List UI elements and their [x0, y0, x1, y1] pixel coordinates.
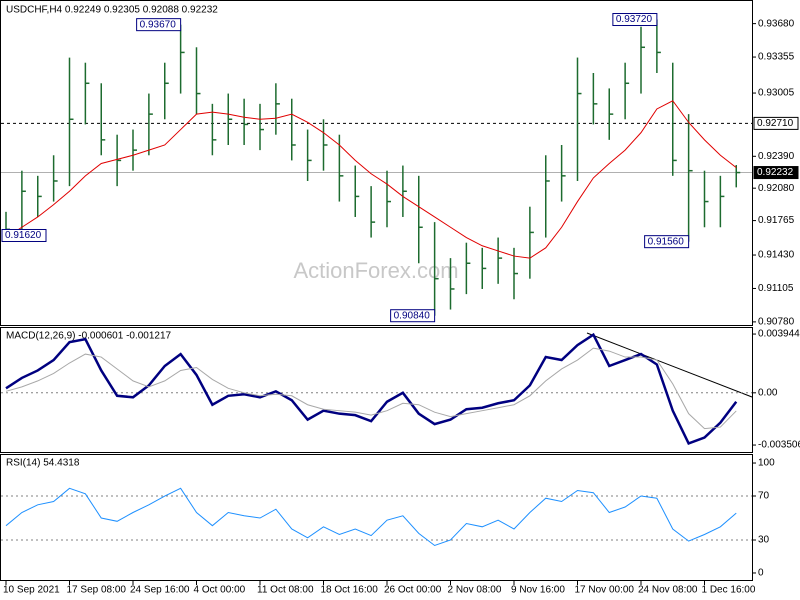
- y-tick-label: 70: [758, 491, 770, 502]
- y-tick-label: 100: [758, 458, 775, 469]
- x-tick-label: 4 Oct 00:00: [194, 585, 246, 596]
- y-tick-label: 0.003944: [758, 329, 800, 340]
- price-panel: [0, 0, 753, 326]
- annotation-label: 0.91620: [5, 230, 42, 241]
- series-line: [5, 347, 737, 430]
- y-tick-label: 0.93355: [758, 52, 795, 63]
- macd-header: MACD(12,26,9) -0.000601 -0.001217: [6, 331, 172, 342]
- x-tick-label: 1 Dec 16:00: [702, 585, 756, 596]
- y-tick-label: 0.91765: [758, 215, 795, 226]
- price-header: USDCHF,H4 0.92249 0.92305 0.92088 0.9223…: [6, 5, 218, 16]
- x-tick-label: 2 Nov 08:00: [448, 585, 502, 596]
- y-tick-label: 0.93680: [758, 18, 795, 29]
- annotation-box: [390, 309, 436, 323]
- y-tick-label: 30: [758, 535, 770, 546]
- x-tick-label: 24 Sep 16:00: [130, 585, 190, 596]
- y-tick-label: 0.90780: [758, 317, 795, 328]
- annotation-box: [136, 18, 182, 32]
- annotation-box: [644, 235, 690, 249]
- series-line: [5, 487, 737, 547]
- annotation-box: [612, 13, 658, 27]
- trend-line: [586, 332, 753, 398]
- y-tick-label: 0.93005: [758, 88, 795, 99]
- series-line: [5, 100, 737, 259]
- annotation-label: 0.93720: [616, 14, 653, 25]
- annotation-box: [1, 228, 47, 242]
- y-tick-label: 0.91430: [758, 250, 795, 261]
- y-tick-label: 0.92080: [758, 183, 795, 194]
- y-tick-label: 0.00: [758, 387, 778, 398]
- x-tick-label: 26 Oct 00:00: [384, 585, 442, 596]
- x-tick-label: 17 Nov 00:00: [575, 585, 635, 596]
- level-label: 0.92710: [757, 118, 794, 129]
- x-tick-label: 9 Nov 16:00: [511, 585, 565, 596]
- x-tick-label: 10 Sep 2021: [3, 585, 60, 596]
- y-tick-label: -0.003506: [758, 440, 800, 451]
- rsi-header: RSI(14) 54.4318: [6, 458, 80, 469]
- annotation-label: 0.93670: [140, 19, 177, 30]
- y-tick-label: 0.91105: [758, 283, 794, 294]
- rsi-panel: [0, 454, 753, 581]
- y-tick-label: 0: [758, 568, 764, 579]
- watermark: ActionForex.com: [293, 258, 458, 283]
- y-tick-label: 0.92390: [758, 151, 795, 162]
- x-tick-label: 18 Oct 16:00: [321, 585, 379, 596]
- annotation-label: 0.91560: [648, 236, 685, 247]
- macd-panel: [0, 327, 753, 453]
- x-tick-label: 11 Oct 08:00: [257, 585, 314, 596]
- x-tick-label: 24 Nov 08:00: [638, 585, 698, 596]
- x-tick-label: 17 Sep 08:00: [67, 585, 127, 596]
- annotation-label: 0.90840: [394, 310, 431, 321]
- series-line: [5, 332, 738, 446]
- level-label: 0.92232: [757, 167, 794, 178]
- level-label-box: [753, 116, 799, 130]
- level-label-box: [753, 166, 799, 180]
